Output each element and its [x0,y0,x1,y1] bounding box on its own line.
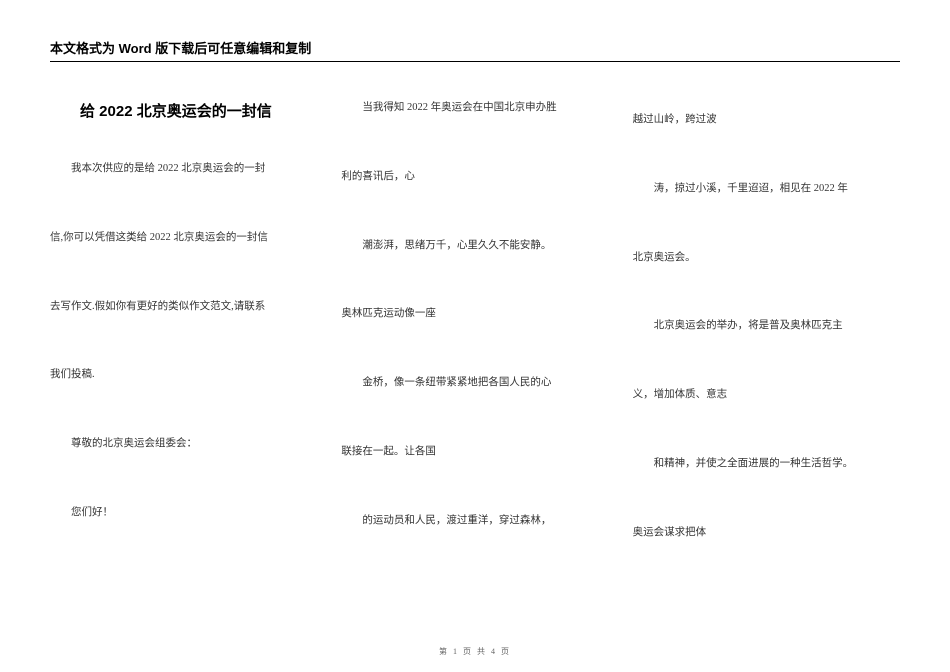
col1-para: 信,你可以凭借这类给 2022 北京奥运会的一封信 [50,230,317,247]
col3-para: 义，增加体质、意志 [633,387,900,404]
col1-para: 尊敬的北京奥运会组委会： [50,436,317,453]
col2-para: 金桥，像一条纽带紧紧地把各国人民的心 [341,375,608,392]
page-footer: 第 1 页 共 4 页 [0,646,950,657]
col2-para: 潮澎湃，思绪万千，心里久久不能安静。 [341,238,608,255]
content-area: 给 2022 北京奥运会的一封信 我本次供应的是给 2022 北京奥运会的一封 … [50,80,900,594]
col1-para: 我本次供应的是给 2022 北京奥运会的一封 [50,161,317,178]
page-number: 第 1 页 共 4 页 [439,647,511,656]
col3-para: 北京奥运会。 [633,250,900,267]
col1-para: 去写作文.假如你有更好的类似作文范文,请联系 [50,299,317,316]
col2-para: 当我得知 2022 年奥运会在中国北京申办胜 [341,100,608,117]
col3-para: 北京奥运会的举办，将是普及奥林匹克主 [633,318,900,335]
col3-para: 涛，掠过小溪，千里迢迢，相见在 2022 年 [633,181,900,198]
col3-para: 奥运会谋求把体 [633,525,900,542]
header-text: 本文格式为 Word 版下载后可任意编辑和复制 [50,41,311,56]
col2-para: 的运动员和人民，渡过重洋，穿过森林， [341,513,608,530]
col2-para: 联接在一起。让各国 [341,444,608,461]
column-2: 当我得知 2022 年奥运会在中国北京申办胜 利的喜讯后，心 潮澎湃，思绪万千，… [341,80,608,594]
column-1: 给 2022 北京奥运会的一封信 我本次供应的是给 2022 北京奥运会的一封 … [50,80,317,594]
col1-para: 您们好！ [50,505,317,522]
column-3: 越过山岭，跨过波 涛，掠过小溪，千里迢迢，相见在 2022 年 北京奥运会。 北… [633,80,900,594]
col3-para: 和精神，并使之全面进展的一种生活哲学。 [633,456,900,473]
document-title: 给 2022 北京奥运会的一封信 [80,100,317,121]
col2-para: 奥林匹克运动像一座 [341,306,608,323]
col1-para: 我们投稿. [50,367,317,384]
header-banner: 本文格式为 Word 版下载后可任意编辑和复制 [50,38,900,62]
col2-para: 利的喜讯后，心 [341,169,608,186]
col3-para: 越过山岭，跨过波 [633,112,900,129]
